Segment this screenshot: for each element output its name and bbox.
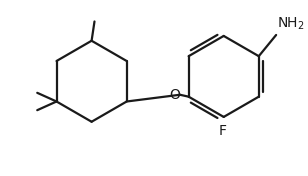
Text: F: F: [219, 124, 227, 138]
Text: O: O: [170, 88, 180, 102]
Text: NH$_2$: NH$_2$: [277, 16, 305, 32]
